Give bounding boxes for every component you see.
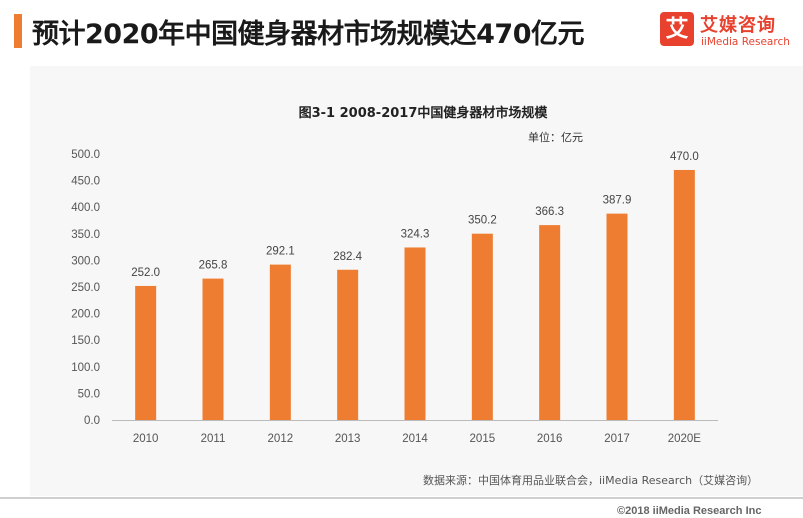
- copyright-note: ©2018 iiMedia Research Inc: [617, 505, 761, 517]
- brand-logo: 艾 艾媒咨询 iiMedia Research: [660, 10, 800, 54]
- y-tick-label: 300.0: [71, 255, 100, 267]
- x-axis: 2010 2011 2012 2013 2014 2015 2016 2017 2020E: [133, 433, 701, 445]
- data-label: 265.8: [199, 260, 228, 272]
- chart-title: 图3-1 2008-2017中国健身器材市场规模: [299, 105, 549, 121]
- x-tick-label: 2010: [133, 433, 159, 445]
- title-accent-bar: [14, 14, 22, 48]
- x-tick-label: 2012: [268, 433, 294, 445]
- y-tick-label: 150.0: [71, 335, 100, 347]
- data-label: 350.2: [468, 215, 497, 227]
- y-tick-label: 400.0: [71, 202, 100, 214]
- bar: [202, 278, 224, 420]
- bar: [673, 169, 695, 420]
- x-tick-label: 2015: [470, 433, 496, 445]
- data-label: 282.4: [333, 251, 362, 263]
- x-tick-label: 2013: [335, 433, 361, 445]
- data-labels: 252.0 265.8 292.1 282.4 324.3 350.2 366.3 387.9…: [131, 151, 698, 279]
- x-tick-label: 2017: [604, 433, 630, 445]
- bar: [471, 233, 493, 420]
- data-label: 252.0: [131, 267, 160, 279]
- bar: [337, 269, 359, 420]
- y-tick-label: 0.0: [84, 415, 100, 427]
- logo-name-en: iiMedia Research: [701, 36, 790, 48]
- y-tick-label: 100.0: [71, 362, 100, 374]
- x-tick-label: 2014: [402, 433, 428, 445]
- data-label: 324.3: [401, 228, 430, 240]
- data-label: 366.3: [535, 206, 564, 218]
- logo-mark-icon: 艾: [660, 12, 694, 46]
- y-tick-label: 200.0: [71, 309, 100, 321]
- bar: [539, 225, 561, 420]
- footer-divider: [0, 497, 803, 499]
- x-tick-label: 2011: [201, 433, 226, 445]
- x-tick-label: 2016: [537, 433, 563, 445]
- data-label: 292.1: [266, 246, 295, 258]
- bar: [269, 264, 291, 420]
- x-tick-label: 2020E: [668, 433, 702, 445]
- data-label: 387.9: [603, 195, 632, 207]
- logo-name-cn: 艾媒咨询: [700, 15, 776, 36]
- bar: [606, 213, 628, 420]
- page-title: 预计2020年中国健身器材市场规模达470亿元: [32, 19, 585, 50]
- y-tick-label: 450.0: [71, 176, 100, 188]
- y-tick-label: 50.0: [78, 388, 100, 400]
- source-note: 数据来源：中国体育用品业联合会，iiMedia Research（艾媒咨询）: [423, 473, 758, 487]
- unit-label: 单位：亿元: [528, 130, 583, 144]
- bar: [135, 285, 157, 420]
- bar-series: [135, 169, 695, 420]
- y-tick-label: 250.0: [71, 282, 100, 294]
- data-label: 470.0: [670, 151, 699, 163]
- y-tick-label: 350.0: [71, 229, 100, 241]
- y-tick-label: 500.0: [71, 149, 100, 161]
- y-axis: 0.0 50.0 100.0 150.0 200.0 250.0 300.0 350.0 400…: [71, 149, 100, 427]
- bar: [404, 247, 426, 420]
